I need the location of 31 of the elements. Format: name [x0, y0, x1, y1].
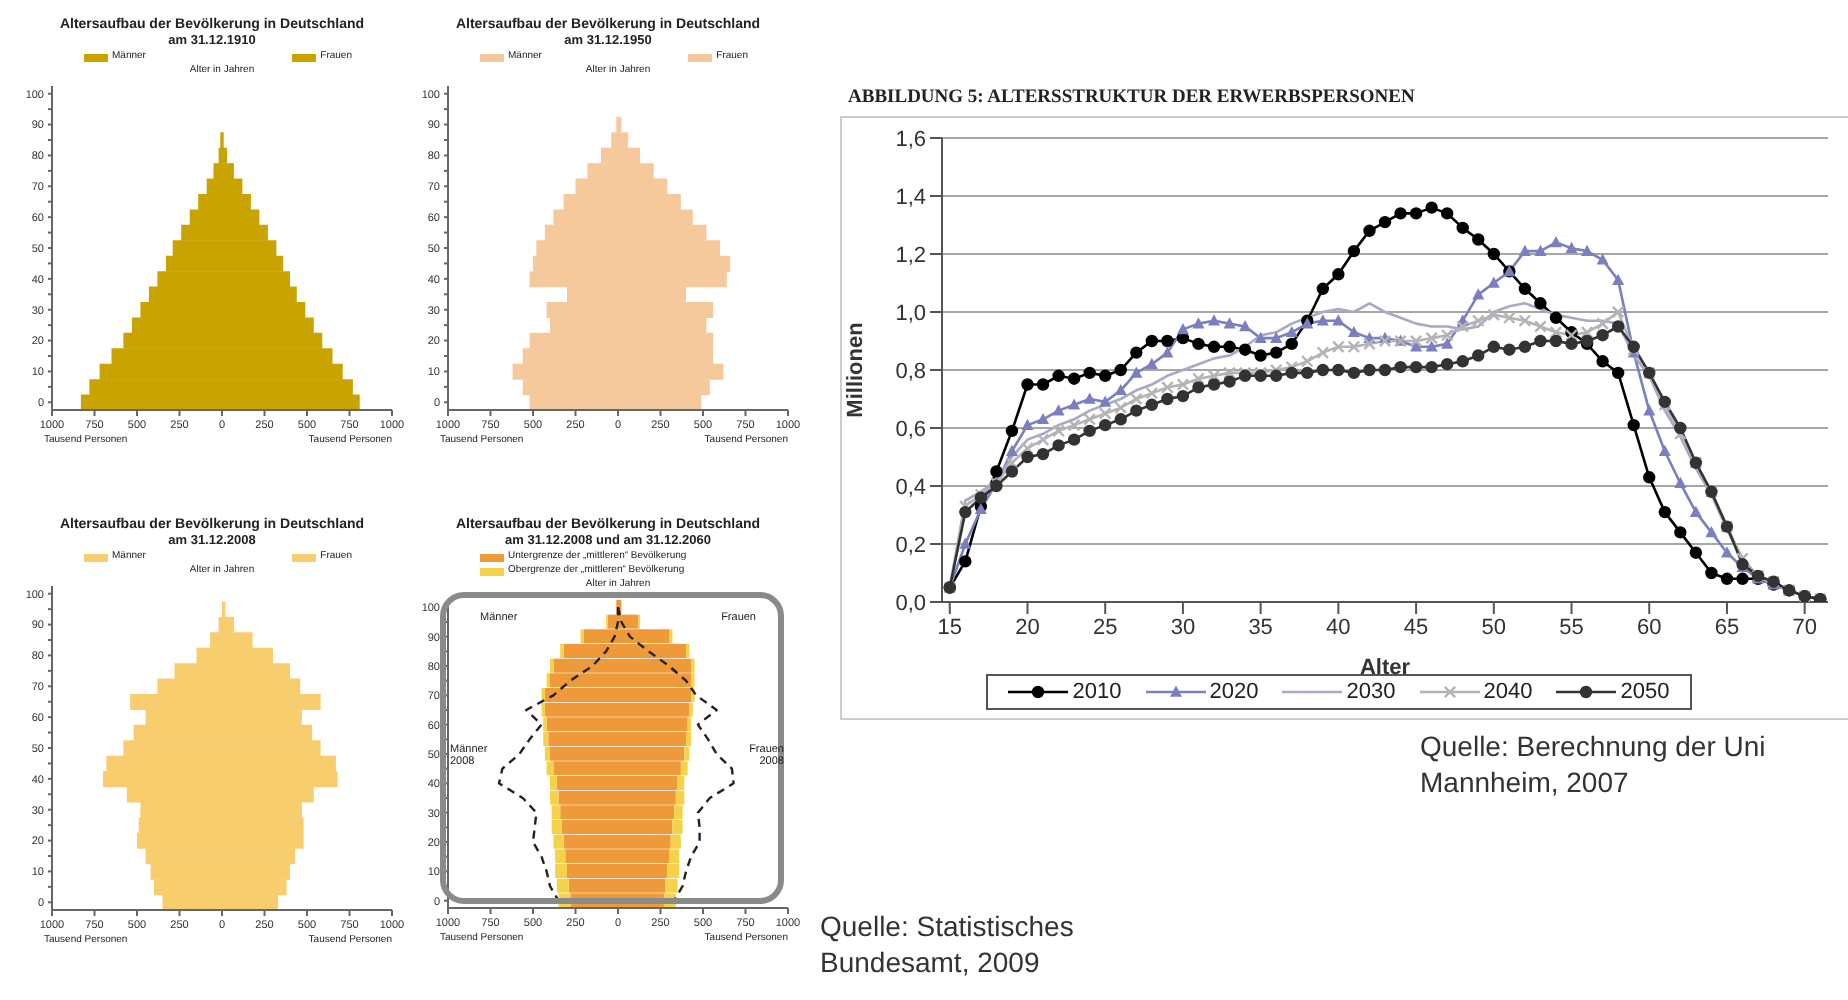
source-note: Quelle: Statistisches Bundesamt, 2009: [820, 908, 1076, 980]
x-tick-label: 70: [1792, 615, 1817, 640]
x-tick-label: 50: [1481, 615, 1507, 640]
y-tick-label: 0,4: [895, 475, 926, 500]
y-tick-label: 1,0: [895, 301, 926, 326]
y-tick-label: 1,4: [895, 185, 926, 210]
x-tick-label: 35: [1248, 615, 1273, 640]
y-tick-label: 1,6: [895, 127, 926, 152]
y-tick-label: 0,6: [895, 417, 926, 442]
y-tick-label: 0,0: [895, 591, 926, 616]
legend-label: 2030: [1344, 680, 1396, 704]
source-note: Quelle: Berechnung der Uni Mannheim, 2007: [1420, 728, 1768, 800]
legend-label: 2040: [1481, 680, 1533, 704]
x-tick-label: 55: [1559, 615, 1584, 640]
legend-label: 2050: [1618, 680, 1670, 704]
y-tick-label: 0,8: [895, 359, 926, 384]
y-tick-label: 1,2: [895, 243, 926, 268]
x-tick-label: 30: [1170, 615, 1196, 640]
legend-label: 2010: [1070, 680, 1122, 704]
x-tick-label: 40: [1326, 615, 1351, 640]
x-tick-label: 65: [1714, 615, 1740, 640]
x-axis-title: Alter: [1359, 656, 1412, 680]
legend-label: 2020: [1207, 680, 1259, 704]
y-tick-label: 0,2: [895, 533, 926, 558]
x-tick-label: 20: [1015, 615, 1040, 640]
y-axis-title: Millionen: [843, 321, 868, 418]
x-tick-label: 15: [937, 615, 963, 640]
chart-title: ABBILDUNG 5: ALTERSSTRUKTUR DER ERWERBSPERSONEN: [846, 88, 1417, 112]
x-tick-label: 25: [1092, 615, 1118, 640]
x-tick-label: 60: [1637, 615, 1662, 640]
x-tick-label: 45: [1403, 615, 1429, 640]
